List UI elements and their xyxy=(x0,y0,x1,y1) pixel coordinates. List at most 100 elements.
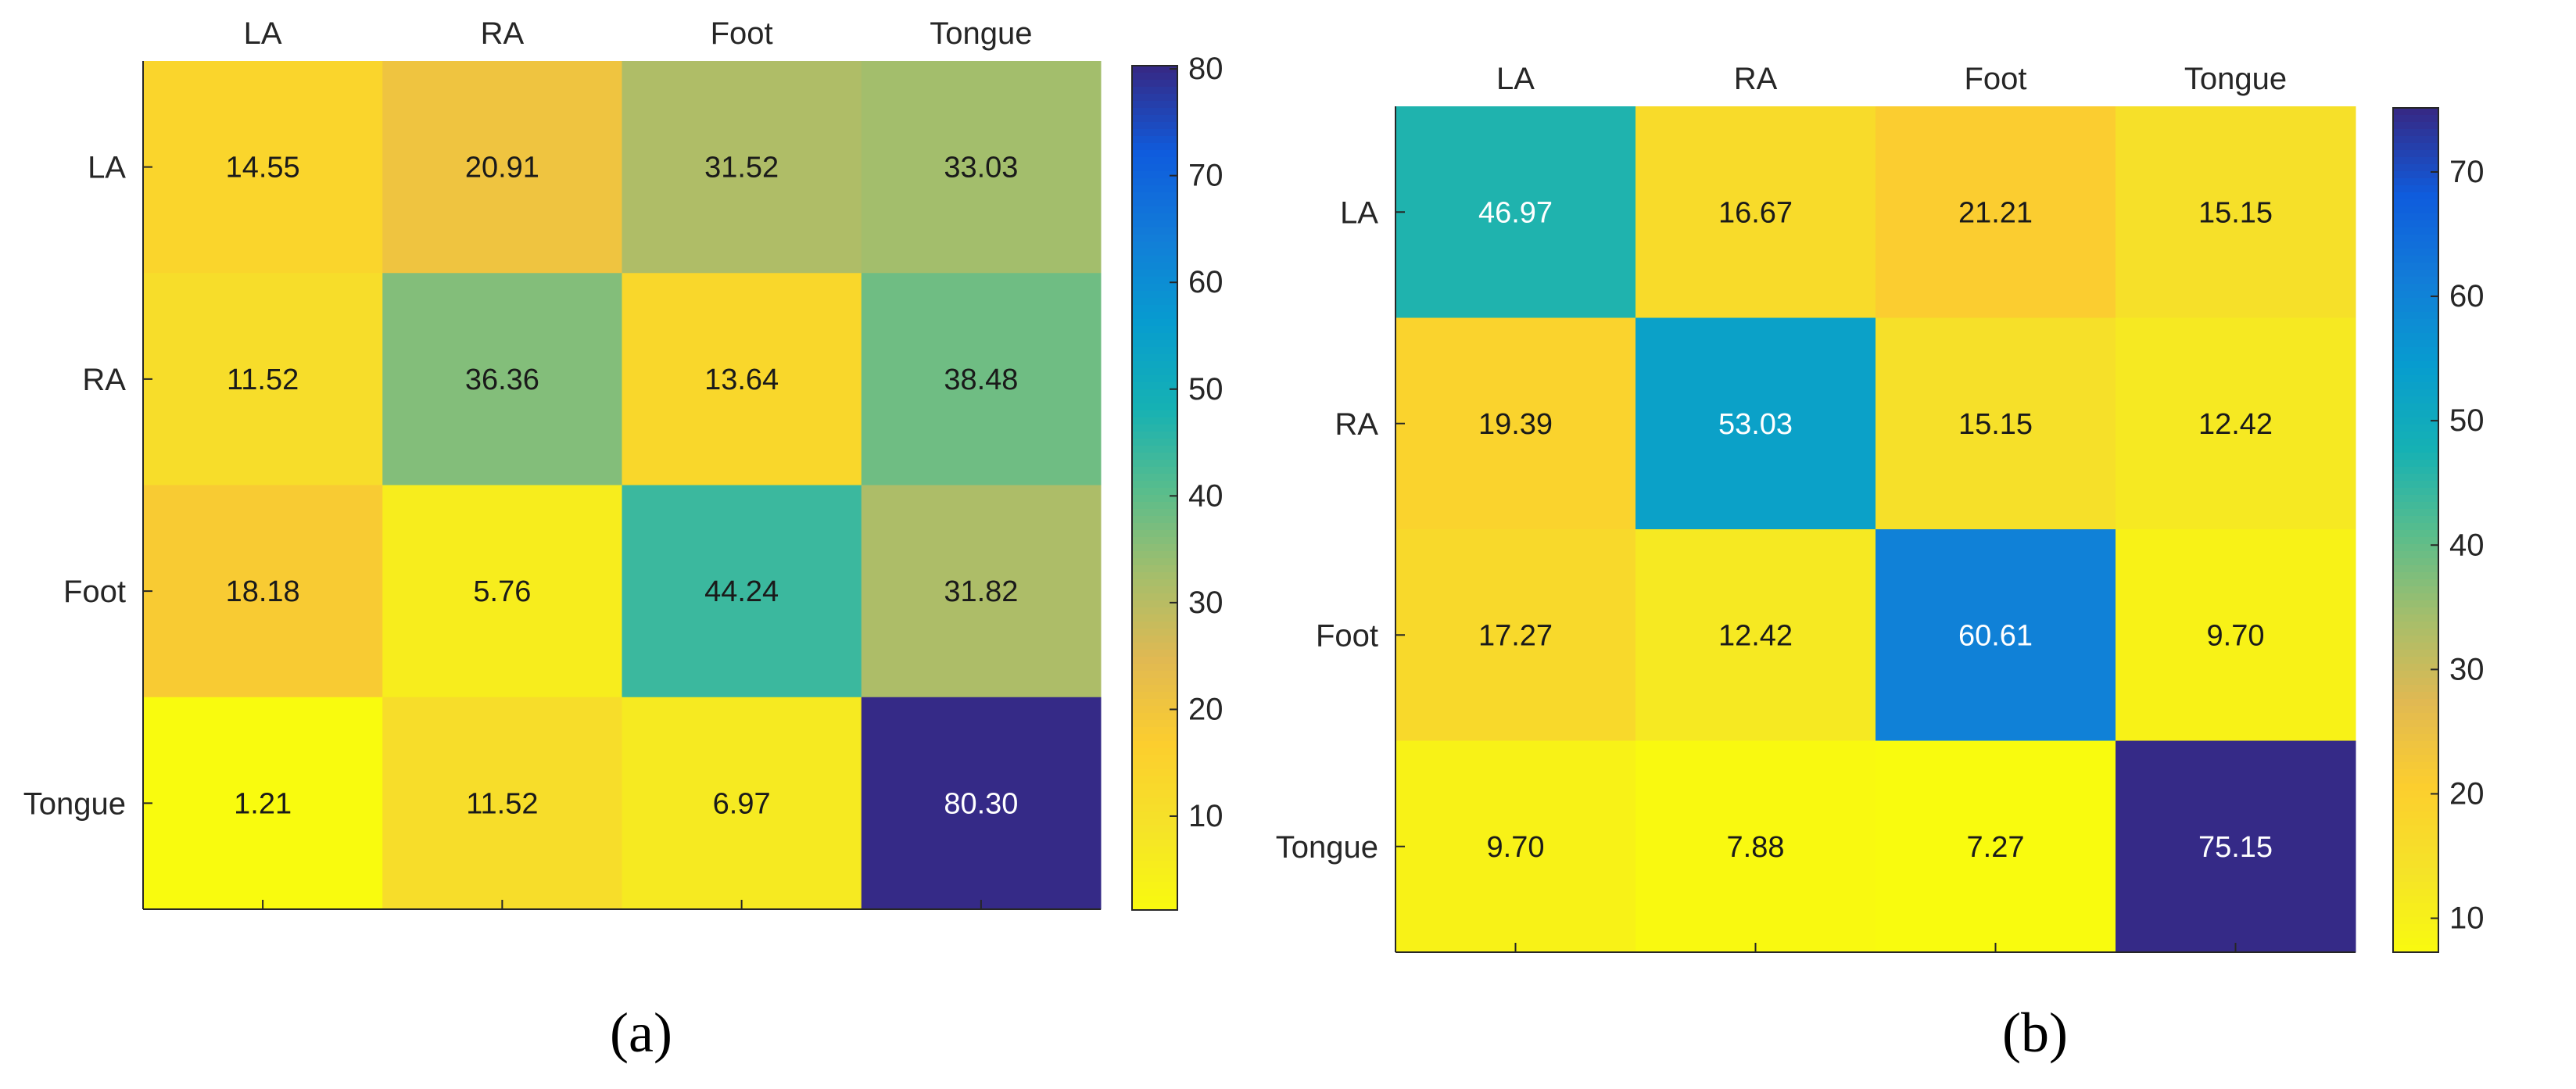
cell-value-label: 75.15 xyxy=(2198,831,2273,864)
colorbar-segment xyxy=(1132,115,1177,123)
colorbar-segment xyxy=(2393,263,2438,270)
heatmap-cell xyxy=(1395,529,1636,741)
colorbar-segment xyxy=(1132,474,1177,482)
colorbar-segment xyxy=(2393,220,2438,228)
colorbar-segment xyxy=(1132,678,1177,686)
colorbar-segment xyxy=(1132,664,1177,672)
colorbar-segment xyxy=(1132,804,1177,812)
heatmap-cell xyxy=(1636,740,1876,953)
colorbar-segment xyxy=(1132,453,1177,460)
colorbar-segment xyxy=(2393,917,2438,925)
heatmap-cell xyxy=(1636,106,1876,318)
colorbar-segment xyxy=(2393,607,2438,615)
cell-value-label: 21.21 xyxy=(1958,196,2033,229)
x-tick-label: RA xyxy=(1734,62,1778,96)
colorbar-segment xyxy=(1132,206,1177,214)
colorbar-segment xyxy=(2393,938,2438,946)
colorbar-segment xyxy=(1132,811,1177,819)
colorbar-segment xyxy=(1132,875,1177,883)
cell-value-label: 7.88 xyxy=(1727,831,1785,864)
colorbar-segment xyxy=(1132,530,1177,538)
colorbar-segment xyxy=(1132,650,1177,657)
colorbar-segment xyxy=(1132,755,1177,763)
heatmap-cell xyxy=(2116,740,2356,953)
colorbar-segment xyxy=(2393,326,2438,334)
heatmap-cell xyxy=(1876,317,2116,530)
y-tick-label: LA xyxy=(88,151,126,185)
colorbar-segment xyxy=(1132,256,1177,263)
colorbar-segment xyxy=(2393,481,2438,489)
heatmap-cell xyxy=(1395,317,1636,530)
cell-value-label: 5.76 xyxy=(473,575,531,608)
colorbar-segment xyxy=(2393,643,2438,650)
colorbar-segment xyxy=(1132,643,1177,650)
colorbar-segment xyxy=(2393,551,2438,559)
colorbar-tick-label: 60 xyxy=(1188,265,1224,299)
colorbar-segment xyxy=(2393,368,2438,376)
colorbar-segment xyxy=(1132,769,1177,777)
heatmap-cell xyxy=(1876,740,2116,953)
cell-value-label: 20.91 xyxy=(465,152,539,184)
colorbar-segment xyxy=(1132,790,1177,798)
colorbar-segment xyxy=(2393,671,2438,679)
colorbar-segment xyxy=(1132,312,1177,320)
colorbar-segment xyxy=(2393,417,2438,425)
colorbar-segment xyxy=(2393,122,2438,130)
colorbar-segment xyxy=(2393,432,2438,439)
colorbar-segment xyxy=(2393,347,2438,355)
colorbar-segment xyxy=(1132,636,1177,643)
colorbar-segment xyxy=(1132,375,1177,383)
colorbar-segment xyxy=(1132,748,1177,756)
heatmap-cell xyxy=(143,485,383,698)
colorbar-segment xyxy=(2393,242,2438,249)
colorbar-segment xyxy=(2393,305,2438,313)
colorbar-segment xyxy=(1132,354,1177,362)
cell-value-label: 12.42 xyxy=(2198,408,2273,441)
colorbar-tick-label: 50 xyxy=(2449,403,2485,438)
cell-value-label: 31.52 xyxy=(704,152,779,184)
x-tick-label: Tongue xyxy=(930,16,1032,51)
colorbar-segment xyxy=(1132,432,1177,439)
heatmap-cell xyxy=(143,273,383,485)
colorbar-segment xyxy=(2393,769,2438,777)
colorbar-segment xyxy=(1132,284,1177,292)
colorbar-segment xyxy=(2393,213,2438,221)
colorbar-segment xyxy=(2393,474,2438,482)
colorbar-segment xyxy=(2393,903,2438,911)
cell-value-label: 38.48 xyxy=(944,364,1018,396)
colorbar-segment xyxy=(2393,129,2438,137)
colorbar-segment xyxy=(2393,727,2438,735)
colorbar-segment xyxy=(1132,87,1177,95)
colorbar-segment xyxy=(2393,636,2438,643)
colorbar-segment xyxy=(2393,713,2438,721)
colorbar-segment xyxy=(1132,263,1177,270)
colorbar-segment xyxy=(1132,192,1177,200)
colorbar-segment xyxy=(2393,375,2438,383)
colorbar-segment xyxy=(2393,199,2438,207)
colorbar-segment xyxy=(1132,502,1177,510)
colorbar-segment xyxy=(2393,291,2438,299)
colorbar-segment xyxy=(2393,439,2438,446)
colorbar-segment xyxy=(1132,80,1177,88)
colorbar-segment xyxy=(1132,826,1177,833)
colorbar-segment xyxy=(2393,875,2438,883)
colorbar-segment xyxy=(2393,910,2438,918)
colorbar-segment xyxy=(2393,572,2438,580)
colorbar-segment xyxy=(2393,840,2438,847)
cell-value-label: 15.15 xyxy=(1958,408,2033,441)
heatmap-cell xyxy=(622,485,862,698)
colorbar-segment xyxy=(1132,235,1177,242)
cell-value-label: 60.61 xyxy=(1958,619,2033,652)
y-tick-label: Foot xyxy=(63,575,126,609)
colorbar-segment xyxy=(1132,579,1177,587)
colorbar-segment xyxy=(1132,516,1177,524)
colorbar-segment xyxy=(2393,692,2438,700)
cell-value-label: 11.52 xyxy=(466,787,538,820)
colorbar-segment xyxy=(2393,136,2438,144)
heatmap-cell xyxy=(2116,317,2356,530)
x-tick-label: LA xyxy=(244,16,282,51)
colorbar-segment xyxy=(1132,797,1177,805)
colorbar-segment xyxy=(2393,277,2438,285)
colorbar-segment xyxy=(1132,220,1177,228)
colorbar-segment xyxy=(2393,284,2438,292)
